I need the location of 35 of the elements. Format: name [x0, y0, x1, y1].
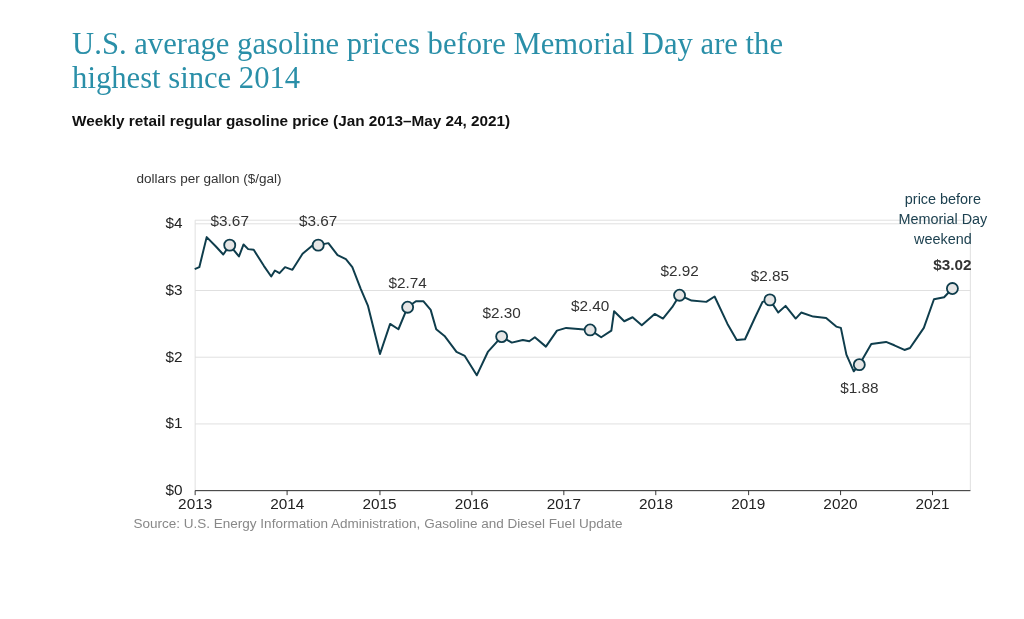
data-label: $2.74 — [388, 274, 428, 292]
x-tick-label: 2014 — [270, 494, 305, 512]
data-label: $3.67 — [210, 212, 249, 230]
x-tick-label: 2018 — [639, 494, 674, 512]
data-label: $2.40 — [570, 297, 610, 314]
point — [763, 293, 777, 307]
data-label: $2.85 — [750, 266, 790, 284]
point — [223, 238, 237, 252]
source-note: Source: U.S. Energy Information Administration, Gasoline and Diesel Fuel Update — [133, 516, 623, 532]
x-tick-label: 2017 — [546, 494, 581, 512]
point — [673, 288, 686, 302]
x-tick-label: 2016 — [454, 494, 489, 512]
x-tick-label: 2021 — [915, 494, 950, 512]
data-label: $3.67 — [299, 212, 338, 230]
x-tick-label: 2019 — [731, 494, 766, 512]
point — [583, 323, 597, 337]
point — [945, 282, 959, 295]
chart-subtitle: Weekly retail regular gasoline price (Jan 2013–May 24, 2021) — [72, 112, 511, 130]
data-label: $3.02 — [933, 255, 972, 273]
y-tick-label: $4 — [165, 214, 183, 232]
point — [495, 330, 509, 344]
y-tick-label: $2 — [165, 347, 183, 365]
y-tick-label: $3 — [165, 280, 183, 298]
y-tick-label: $1 — [165, 414, 183, 432]
annotation: price before Memorial Day weekend — [898, 191, 989, 248]
point — [311, 238, 325, 252]
x-tick-label: 2020 — [823, 494, 858, 512]
point — [401, 300, 415, 314]
point — [852, 358, 866, 372]
data-label: $1.88 — [840, 378, 879, 396]
x-tick-label: 2015 — [362, 494, 397, 512]
data-label: $2.30 — [482, 303, 521, 321]
y-axis-title: dollars per gallon ($/gal) — [136, 171, 282, 187]
data-label: $2.92 — [660, 262, 699, 280]
chart-title: U.S. average gasoline prices before Memorial Day are the highest since 2014 — [72, 26, 783, 96]
